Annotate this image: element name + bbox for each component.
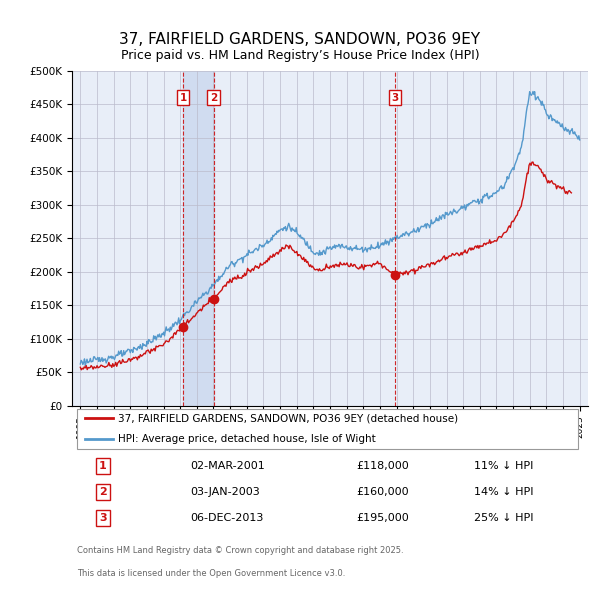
Text: 06-DEC-2013: 06-DEC-2013 bbox=[191, 513, 264, 523]
Text: Contains HM Land Registry data © Crown copyright and database right 2025.: Contains HM Land Registry data © Crown c… bbox=[77, 546, 404, 555]
Text: 2: 2 bbox=[210, 93, 217, 103]
Text: This data is licensed under the Open Government Licence v3.0.: This data is licensed under the Open Gov… bbox=[77, 569, 346, 578]
Text: 37, FAIRFIELD GARDENS, SANDOWN, PO36 9EY (detached house): 37, FAIRFIELD GARDENS, SANDOWN, PO36 9EY… bbox=[118, 414, 458, 424]
Text: 14% ↓ HPI: 14% ↓ HPI bbox=[475, 487, 534, 497]
Text: 25% ↓ HPI: 25% ↓ HPI bbox=[475, 513, 534, 523]
Text: 1: 1 bbox=[99, 461, 107, 471]
Text: 2: 2 bbox=[99, 487, 107, 497]
FancyBboxPatch shape bbox=[77, 409, 578, 449]
Text: 11% ↓ HPI: 11% ↓ HPI bbox=[475, 461, 534, 471]
Text: 3: 3 bbox=[99, 513, 107, 523]
Text: Price paid vs. HM Land Registry’s House Price Index (HPI): Price paid vs. HM Land Registry’s House … bbox=[121, 49, 479, 62]
Text: HPI: Average price, detached house, Isle of Wight: HPI: Average price, detached house, Isle… bbox=[118, 434, 376, 444]
Text: 02-MAR-2001: 02-MAR-2001 bbox=[191, 461, 265, 471]
Text: 03-JAN-2003: 03-JAN-2003 bbox=[191, 487, 260, 497]
Text: £195,000: £195,000 bbox=[356, 513, 409, 523]
Bar bbox=[183, 71, 214, 406]
Text: 37, FAIRFIELD GARDENS, SANDOWN, PO36 9EY: 37, FAIRFIELD GARDENS, SANDOWN, PO36 9EY bbox=[119, 32, 481, 47]
Text: 3: 3 bbox=[392, 93, 399, 103]
Text: £118,000: £118,000 bbox=[356, 461, 409, 471]
Text: £160,000: £160,000 bbox=[356, 487, 409, 497]
Text: 1: 1 bbox=[179, 93, 187, 103]
